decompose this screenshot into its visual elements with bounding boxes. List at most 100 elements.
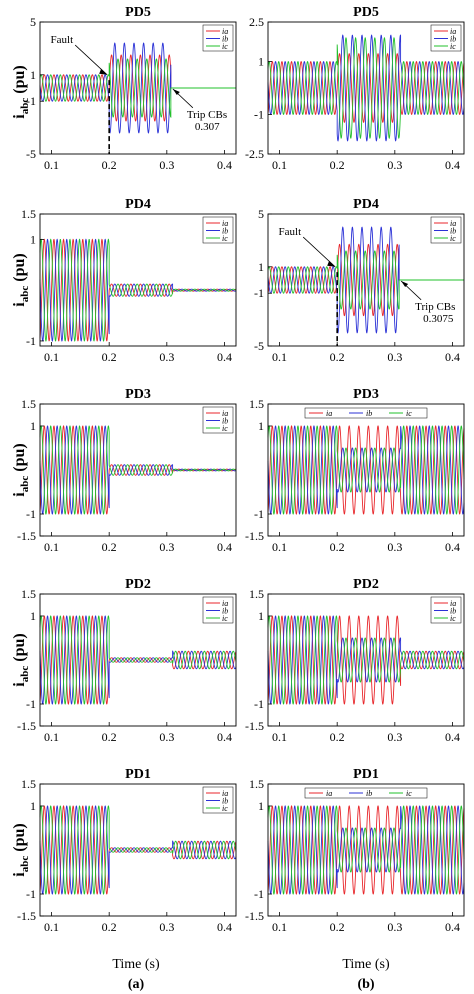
ytick-label: 5 [258, 207, 264, 221]
ylabel-subscript: abc [19, 666, 31, 683]
ylabel-unit: (pu) [11, 633, 28, 665]
xtick-label: 0.1 [272, 920, 287, 934]
ytick-label: -1 [254, 286, 264, 300]
ylabel-symbol: i [11, 872, 28, 877]
xtick-label: 0.4 [217, 350, 232, 364]
fault-arrowhead [327, 260, 336, 267]
xtick-label: 0.2 [330, 920, 345, 934]
legend-label-ic: ic [450, 614, 456, 623]
ylabel-symbol: i [11, 682, 28, 687]
xtick-label: 0.1 [272, 350, 287, 364]
xtick-label: 0.2 [330, 158, 345, 172]
ytick-label: 1.5 [21, 397, 36, 411]
legend-label-ia: ia [326, 409, 332, 418]
ytick-label: -1 [254, 887, 264, 901]
plot-frame-a-pd5 [39, 21, 237, 155]
legend-label-ia: ia [450, 219, 456, 228]
legend-label-ib: ib [222, 797, 228, 806]
series-ia-b-pd1 [267, 805, 465, 895]
series-ib-a-pd1 [39, 805, 237, 895]
xtick-label: 0.4 [445, 730, 460, 744]
xtick-label: 0.4 [445, 920, 460, 934]
series-ic-b-pd5 [267, 36, 465, 140]
xtick-label: 0.2 [102, 730, 117, 744]
xtick-label: 0.3 [159, 350, 174, 364]
trip-time-label: 0.307 [195, 121, 220, 133]
plot-frame-b-pd4 [267, 213, 465, 347]
legend-label-ib: ib [450, 607, 456, 616]
ytick-label: 1 [258, 419, 264, 433]
subplot-title-b-pd1: PD1 [353, 767, 379, 782]
xtick-label: 0.4 [217, 158, 232, 172]
ylabel-unit: (pu) [11, 443, 28, 475]
ytick-label: 1 [258, 55, 264, 69]
subplot-b-pd3: PD3 1.5 1 -1 -1.5 0.1 0.2 0.3 0.4 ia ib ic [245, 387, 465, 554]
xtick-label: 0.1 [44, 350, 59, 364]
series-ib-b-pd3 [267, 425, 465, 515]
subplot-title-a-pd2: PD2 [125, 577, 151, 592]
legend-label-ia: ia [222, 219, 228, 228]
legend-label-ib: ib [222, 35, 228, 44]
plot-frame-b-pd1 [267, 783, 465, 917]
series-ic-a-pd5 [39, 58, 236, 118]
legend-label-ia: ia [450, 27, 456, 36]
series-ic-b-pd4 [267, 250, 464, 310]
xtick-label: 0.3 [387, 158, 402, 172]
ylabel-symbol: i [11, 114, 28, 119]
ytick-label: 1 [30, 799, 36, 813]
ytick-label: 1 [258, 260, 264, 274]
legend-label-ib: ib [222, 417, 228, 426]
legend-label-ia: ia [222, 409, 228, 418]
ytick-label: -5 [26, 147, 36, 161]
ytick-label: -1.5 [17, 909, 36, 923]
ytick-label: -2.5 [245, 147, 264, 161]
legend-box [304, 787, 428, 799]
xtick-label: 0.2 [102, 920, 117, 934]
xtick-label: 0.3 [387, 350, 402, 364]
ytick-label: 1.5 [249, 587, 264, 601]
ylabel-unit: (pu) [11, 65, 28, 97]
subplot-title-b-pd3: PD3 [353, 387, 379, 402]
plot-frame-a-pd1 [39, 783, 237, 917]
legend-label-ic: ic [222, 804, 228, 813]
xtick-label: 0.1 [44, 158, 59, 172]
legend-label-ib: ib [222, 607, 228, 616]
legend-label-ic: ic [222, 424, 228, 433]
series-ib-a-pd2 [39, 615, 237, 705]
ytick-label: -1 [26, 887, 36, 901]
series-ia-b-pd5 [267, 52, 465, 124]
xtick-label: 0.4 [445, 540, 460, 554]
fault-label: Fault [279, 226, 302, 238]
series-ia-b-pd3 [267, 425, 465, 515]
xlabel-col-a: Time (s) [112, 957, 160, 972]
legend-label-ic: ic [406, 409, 412, 418]
xtick-label: 0.1 [44, 920, 59, 934]
fault-arrowhead [99, 68, 108, 75]
ylabel-subscript: abc [19, 98, 31, 115]
ytick-label: -1.5 [17, 719, 36, 733]
series-ia-a-pd3 [39, 425, 237, 515]
series-ib-b-pd2 [267, 615, 465, 705]
subplot-title-b-pd2: PD2 [353, 577, 379, 592]
figure-ylabel-row2: iabc (pu) [11, 253, 31, 306]
series-ic-a-pd4 [39, 238, 237, 342]
ytick-label: 1 [30, 419, 36, 433]
xlabel-col-b: Time (s) [342, 957, 390, 972]
plot-frame-b-pd3 [267, 403, 465, 537]
xtick-label: 0.4 [217, 920, 232, 934]
ytick-label: 1.5 [249, 777, 264, 791]
series-ic-a-pd2 [39, 615, 237, 705]
xtick-label: 0.2 [330, 540, 345, 554]
subplot-b-pd1: PD1 1.5 1 -1 -1.5 0.1 0.2 0.3 0.4 ia ib ic [245, 767, 465, 934]
trip-label: Trip CBs [415, 301, 455, 313]
ytick-label: 1.5 [21, 207, 36, 221]
ytick-label: 1 [30, 609, 36, 623]
ytick-label: -1.5 [245, 529, 264, 543]
